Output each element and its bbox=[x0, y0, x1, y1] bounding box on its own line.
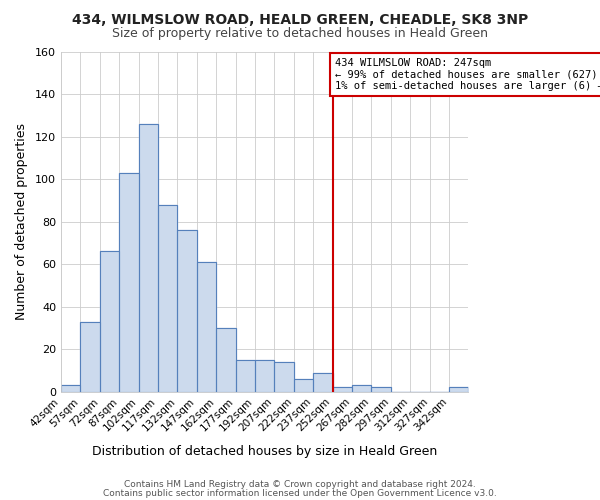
Y-axis label: Number of detached properties: Number of detached properties bbox=[15, 123, 28, 320]
X-axis label: Distribution of detached houses by size in Heald Green: Distribution of detached houses by size … bbox=[92, 444, 437, 458]
Text: Size of property relative to detached houses in Heald Green: Size of property relative to detached ho… bbox=[112, 28, 488, 40]
Text: Contains HM Land Registry data © Crown copyright and database right 2024.: Contains HM Land Registry data © Crown c… bbox=[124, 480, 476, 489]
Text: 434, WILMSLOW ROAD, HEALD GREEN, CHEADLE, SK8 3NP: 434, WILMSLOW ROAD, HEALD GREEN, CHEADLE… bbox=[72, 12, 528, 26]
Text: Contains public sector information licensed under the Open Government Licence v3: Contains public sector information licen… bbox=[103, 488, 497, 498]
Text: 434 WILMSLOW ROAD: 247sqm
← 99% of detached houses are smaller (627)
1% of semi-: 434 WILMSLOW ROAD: 247sqm ← 99% of detac… bbox=[335, 58, 600, 91]
